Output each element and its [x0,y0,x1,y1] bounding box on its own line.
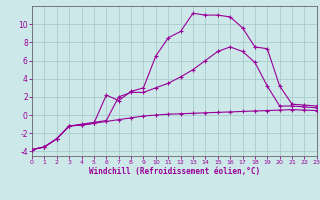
X-axis label: Windchill (Refroidissement éolien,°C): Windchill (Refroidissement éolien,°C) [89,167,260,176]
